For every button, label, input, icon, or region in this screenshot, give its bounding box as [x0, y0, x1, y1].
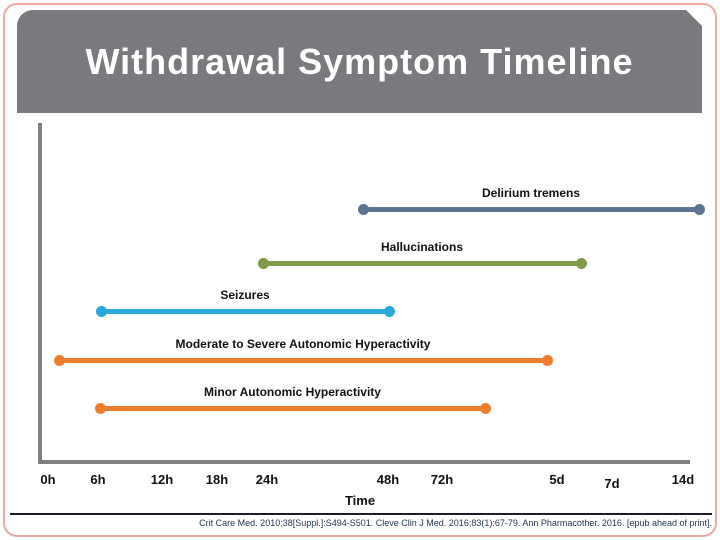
timeline-dot-end-delirium-tremens	[693, 203, 705, 215]
citation-text: Crit Care Med. 2010;38[Suppl.]:S494-S501…	[199, 518, 712, 528]
timeline-label-hallucinations: Hallucinations	[380, 240, 464, 254]
timeline-dot-start-moderate-to-severe-autonomic-hyperactivity	[53, 354, 65, 366]
page-title: Withdrawal Symptom Timeline	[85, 40, 634, 82]
x-tick-label-6h: 6h	[90, 472, 106, 487]
timeline-bar-moderate-to-severe-autonomic-hyperactivity	[59, 357, 547, 363]
timeline-dot-start-delirium-tremens	[357, 203, 369, 215]
timeline-dot-end-moderate-to-severe-autonomic-hyperactivity	[541, 354, 553, 366]
timeline-dot-start-seizures	[95, 305, 107, 317]
timeline-bar-hallucinations	[263, 260, 581, 266]
timeline-label-delirium-tremens: Delirium tremens	[481, 186, 581, 200]
timeline-dot-end-minor-autonomic-hyperactivity	[479, 402, 491, 414]
timeline-label-minor-autonomic-hyperactivity: Minor Autonomic Hyperactivity	[204, 385, 381, 399]
x-tick-label-14d: 14d	[671, 472, 695, 487]
timeline-bar-minor-autonomic-hyperactivity	[100, 405, 485, 411]
x-tick-label-24h: 24h	[255, 472, 279, 487]
footer-divider	[10, 513, 712, 515]
title-banner: Withdrawal Symptom Timeline	[17, 10, 702, 113]
timeline-dot-end-seizures	[383, 305, 395, 317]
x-tick-label-72h: 72h	[430, 472, 454, 487]
timeline-dot-start-minor-autonomic-hyperactivity	[94, 402, 106, 414]
x-tick-label-48h: 48h	[376, 472, 400, 487]
timeline-dot-end-hallucinations	[575, 257, 587, 269]
x-tick-label-7d: 7d	[604, 476, 620, 491]
time-axis-label: Time	[344, 493, 376, 508]
timeline-label-seizures: Seizures	[220, 288, 270, 302]
x-tick-label-5d: 5d	[549, 472, 565, 487]
x-tick-label-12h: 12h	[150, 472, 174, 487]
timeline-bar-seizures	[101, 308, 389, 314]
x-tick-label-0h: 0h	[40, 472, 56, 487]
y-axis	[38, 123, 42, 464]
x-tick-label-18h: 18h	[205, 472, 229, 487]
x-axis	[38, 460, 690, 464]
timeline-bar-delirium-tremens	[363, 206, 699, 212]
timeline-dot-start-hallucinations	[257, 257, 269, 269]
timeline-label-moderate-to-severe-autonomic-hyperactivity: Moderate to Severe Autonomic Hyperactivi…	[175, 337, 431, 351]
